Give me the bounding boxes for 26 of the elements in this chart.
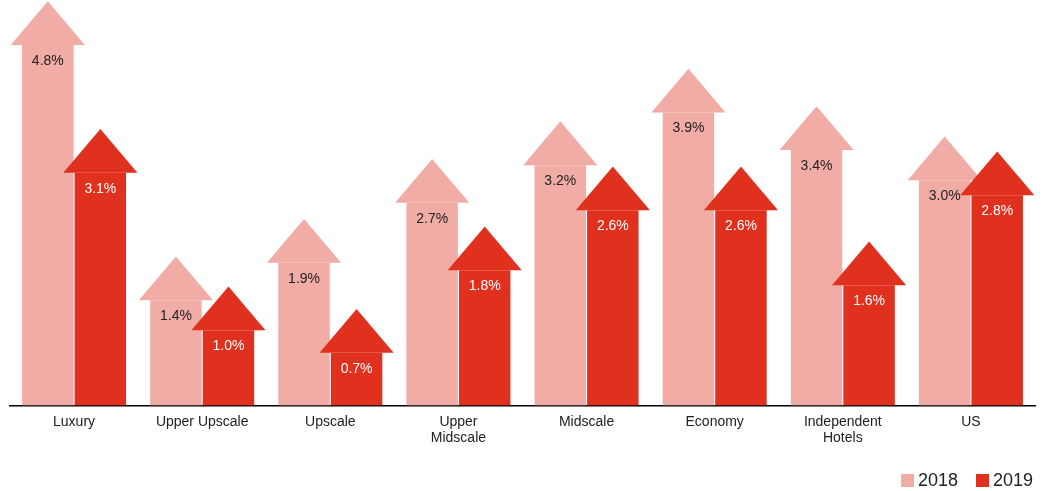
data-label: 1.9% <box>288 269 321 286</box>
legend-label: 2019 <box>992 470 1033 491</box>
data-label: 3.1% <box>84 179 117 196</box>
x-tick-label: Independent Hotels <box>803 412 882 446</box>
data-label: 2.6% <box>724 217 757 234</box>
data-label: 1.4% <box>159 307 192 324</box>
x-tick-label: Midscale <box>558 412 615 429</box>
data-label: 4.8% <box>31 51 64 68</box>
data-label: 1.0% <box>212 337 245 354</box>
data-label: 2.6% <box>596 217 629 234</box>
x-tick-label: US <box>961 412 981 429</box>
data-label: 1.6% <box>853 292 886 309</box>
legend-label: 2018 <box>917 470 958 491</box>
data-label: 2.8% <box>981 202 1014 219</box>
data-label: 0.7% <box>340 359 373 376</box>
x-tick-label: Economy <box>685 412 744 429</box>
data-label: 3.2% <box>544 171 577 188</box>
x-tick-label: Upscale <box>305 412 356 429</box>
data-label: 2.7% <box>416 209 449 226</box>
data-label: 3.9% <box>672 119 705 136</box>
data-label: 3.4% <box>800 156 833 173</box>
x-tick-label: Luxury <box>53 412 96 429</box>
data-label: 1.8% <box>468 277 501 294</box>
data-label: 3.0% <box>928 187 961 204</box>
x-tick-label: Upper Upscale <box>155 412 249 429</box>
x-tick-label: Upper Midscale <box>430 412 487 446</box>
